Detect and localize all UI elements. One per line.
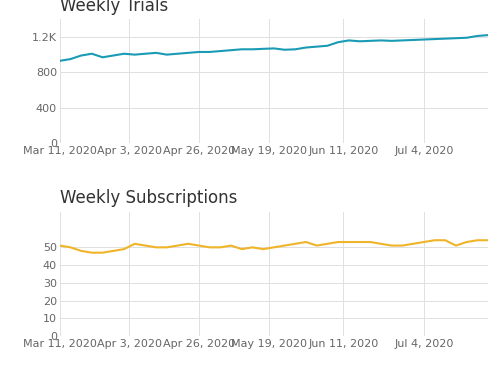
Text: Weekly Trials: Weekly Trials bbox=[60, 0, 168, 15]
Text: Weekly Subscriptions: Weekly Subscriptions bbox=[60, 189, 237, 207]
